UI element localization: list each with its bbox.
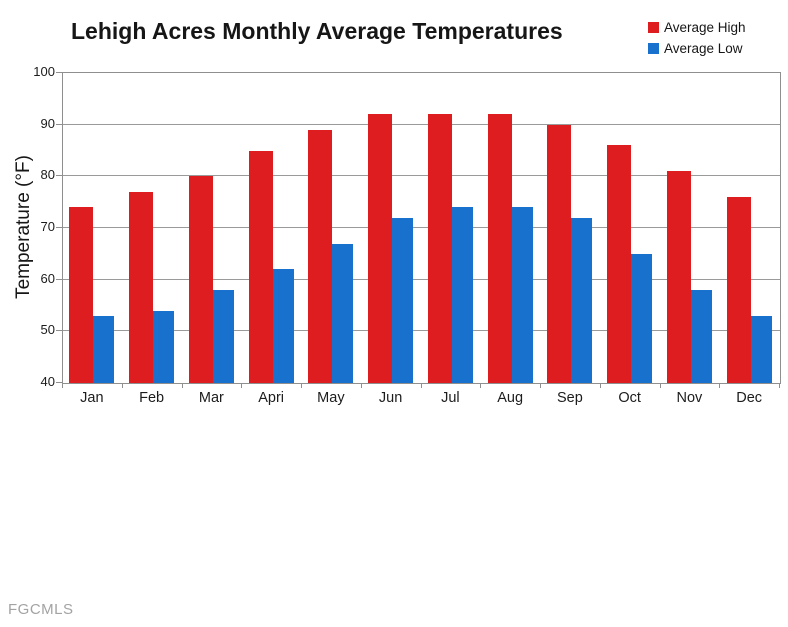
- x-tick-label-may: May: [317, 390, 345, 406]
- y-tick-label-60: 60: [40, 270, 55, 286]
- x-tick-mark-4: [301, 383, 302, 388]
- y-tick-mark-90: [56, 123, 62, 125]
- bar-group-dec: [720, 73, 780, 383]
- x-tick-mark-3: [241, 383, 243, 388]
- legend-label-high: Average High: [664, 20, 746, 35]
- x-tick-mark-10: [659, 383, 661, 388]
- x-tick-label-mar: Mar: [198, 390, 224, 406]
- x-tick-mark-8: [540, 383, 541, 388]
- x-tick-mark-7: [480, 383, 482, 388]
- x-tick-mark-5: [360, 383, 362, 388]
- x-tick-label-jan: Jan: [80, 390, 104, 406]
- x-tick-label-oct: Oct: [618, 390, 641, 406]
- bar-group-apri: [242, 73, 302, 383]
- x-tick-label-jul: Jul: [441, 390, 460, 406]
- y-tick-mark-60: [56, 278, 62, 280]
- bar-group-aug: [481, 73, 541, 383]
- x-tick-label-sep: Sep: [556, 390, 583, 406]
- legend-swatch-low: [648, 43, 659, 54]
- bar-high-dec: [726, 197, 751, 383]
- bar-group-mar: [183, 73, 243, 383]
- x-tick-label-dec: Dec: [736, 390, 763, 406]
- y-axis-tick-labels: 40 50 60 70 80 90 100: [0, 64, 55, 389]
- y-tick-mark-80: [56, 175, 62, 177]
- gridline-90: [63, 123, 780, 125]
- gridline-80: [63, 175, 780, 177]
- x-tick-mark-2: [181, 383, 183, 388]
- y-tick-label-100: 100: [33, 64, 55, 79]
- bar-high-jul: [427, 114, 452, 383]
- bar-low-jun: [392, 217, 414, 383]
- bar-group-may: [302, 73, 362, 383]
- x-axis-tick-marks: [62, 383, 780, 389]
- bar-low-apri: [272, 269, 294, 383]
- y-tick-label-40: 40: [40, 374, 55, 389]
- gridline-50: [63, 330, 780, 332]
- bar-low-oct: [631, 253, 653, 383]
- bar-group-jun: [362, 73, 422, 383]
- x-tick-label-feb: Feb: [139, 390, 165, 406]
- y-tick-mark-50: [56, 330, 62, 332]
- bar-low-aug: [511, 207, 533, 383]
- bar-high-nov: [666, 171, 691, 383]
- bar-group-nov: [661, 73, 721, 383]
- legend: Average High Average Low: [648, 20, 746, 56]
- x-tick-label-jun: Jun: [378, 390, 403, 406]
- y-tick-label-50: 50: [40, 322, 55, 338]
- x-axis-tick-labels: Jan Feb Mar Apri May Jun Jul Aug Sep Oct Nov Dec: [62, 390, 779, 410]
- bar-group-sep: [541, 73, 601, 383]
- bar-high-jun: [368, 114, 393, 383]
- y-tick-label-70: 70: [40, 219, 55, 234]
- bar-low-nov: [690, 290, 712, 383]
- bar-low-sep: [571, 217, 593, 383]
- y-tick-mark-70: [56, 227, 62, 228]
- bar-low-mar: [212, 290, 234, 383]
- bar-low-may: [332, 243, 354, 383]
- plot-area: [62, 72, 781, 384]
- x-tick-mark-6: [420, 383, 422, 388]
- bar-high-sep: [547, 124, 572, 383]
- x-tick-label-aug: Aug: [497, 390, 524, 406]
- x-tick-mark-12: [779, 383, 780, 388]
- y-tick-label-80: 80: [40, 167, 55, 183]
- y-tick-mark-40: [56, 382, 62, 383]
- bar-high-oct: [607, 145, 632, 383]
- legend-swatch-high: [648, 22, 659, 33]
- bar-group-jan: [63, 73, 123, 383]
- bar-low-dec: [750, 315, 772, 383]
- chart-title: Lehigh Acres Monthly Average Temperature…: [71, 18, 563, 44]
- bar-high-jan: [69, 207, 94, 383]
- bar-low-jan: [93, 315, 115, 383]
- bar-high-may: [308, 129, 333, 383]
- x-tick-mark-9: [599, 383, 601, 388]
- y-tick-label-90: 90: [40, 115, 55, 131]
- gridline-60: [63, 278, 780, 280]
- y-tick-mark-100: [56, 72, 62, 73]
- bar-high-feb: [129, 191, 154, 383]
- bar-low-jul: [451, 207, 473, 383]
- gridline-70: [63, 227, 780, 228]
- x-tick-mark-11: [719, 383, 721, 388]
- bar-high-aug: [487, 114, 512, 383]
- bar-group-jul: [422, 73, 482, 383]
- x-tick-mark-0: [62, 383, 63, 388]
- bar-group-oct: [601, 73, 661, 383]
- x-tick-label-nov: Nov: [676, 390, 703, 406]
- bar-high-apri: [248, 150, 273, 383]
- bar-high-mar: [188, 176, 213, 383]
- x-tick-mark-1: [121, 383, 123, 388]
- y-axis-tick-marks: [56, 72, 62, 383]
- legend-item-average-low: Average Low: [648, 41, 746, 56]
- watermark-fgcmls: FGCMLS: [8, 601, 74, 618]
- legend-label-low: Average Low: [664, 41, 743, 56]
- legend-item-average-high: Average High: [648, 20, 746, 35]
- x-tick-label-apri: Apri: [258, 390, 285, 406]
- bar-low-feb: [153, 310, 175, 383]
- bar-group-feb: [123, 73, 183, 383]
